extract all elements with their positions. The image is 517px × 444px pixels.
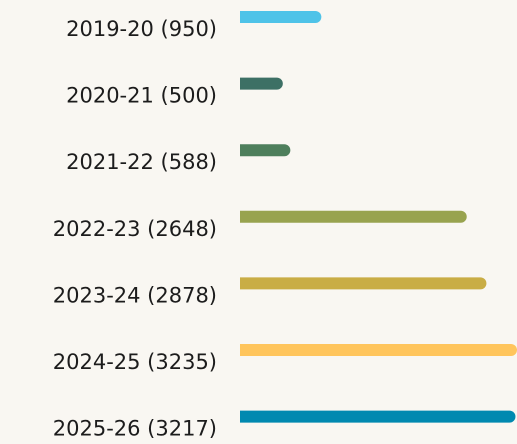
bar bbox=[240, 277, 487, 290]
bar-label: 2020-21 (500) bbox=[66, 84, 217, 108]
bar-label: 2024-25 (3235) bbox=[53, 350, 217, 374]
bar bbox=[240, 77, 283, 90]
bar bbox=[240, 344, 517, 356]
bar bbox=[240, 410, 516, 423]
bar-label: 2022-23 (2648) bbox=[53, 217, 217, 241]
bar-label: 2025-26 (3217) bbox=[53, 417, 217, 441]
bar-label: 2023-24 (2878) bbox=[53, 283, 217, 307]
bar bbox=[240, 144, 291, 157]
bar bbox=[240, 11, 322, 23]
bar-label: 2021-22 (588) bbox=[66, 150, 217, 174]
bar-label: 2019-20 (950) bbox=[66, 17, 217, 41]
bar bbox=[240, 210, 467, 223]
